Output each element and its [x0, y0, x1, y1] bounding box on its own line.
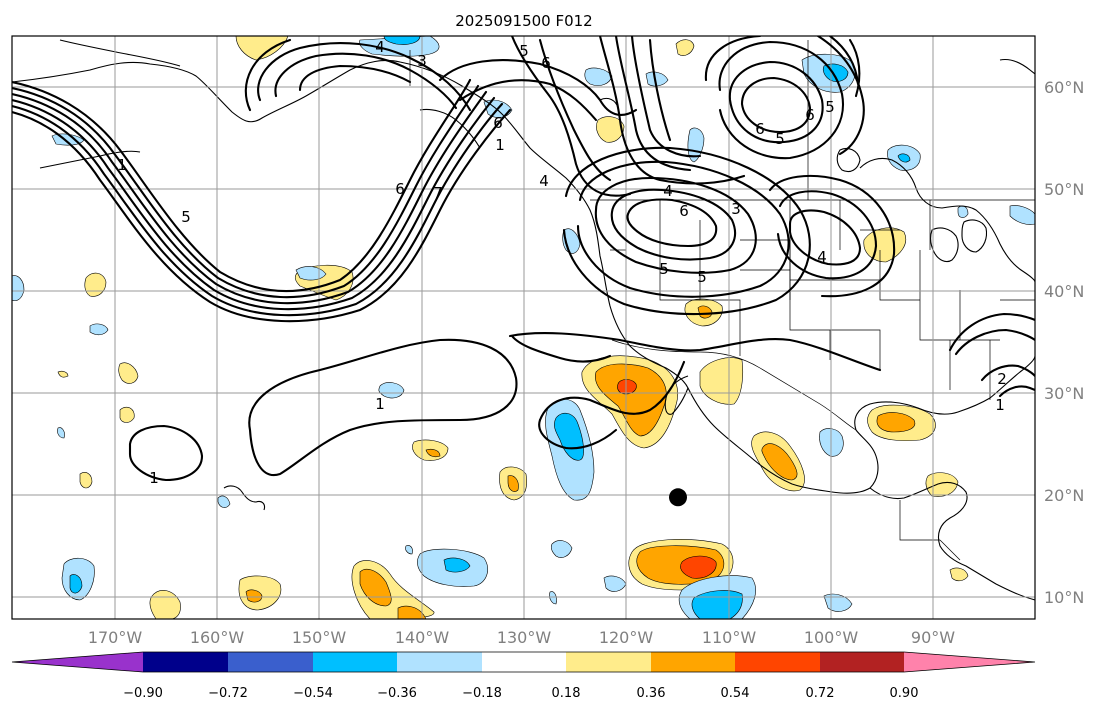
contour-label: 6 [755, 120, 765, 138]
lon-label: 130°W [497, 628, 552, 647]
colorbar: −0.90 −0.72 −0.54 −0.36 −0.18 0.18 0.36 … [11, 651, 1036, 701]
lon-label: 120°W [599, 628, 654, 647]
lat-label: 30°N [1044, 384, 1084, 403]
colorbar-segment [482, 652, 566, 672]
contour-lines [12, 36, 1035, 482]
contour-label: 5 [659, 260, 669, 278]
location-marker [669, 488, 687, 507]
lon-label: 110°W [702, 628, 757, 647]
colorbar-segment [313, 652, 397, 672]
colorbar-segment [228, 652, 313, 672]
graticule [12, 36, 1035, 619]
contour-label: 4 [663, 182, 673, 200]
lat-label: 60°N [1044, 78, 1084, 97]
lon-label: 170°W [88, 628, 143, 647]
contour-label: 6 [805, 106, 815, 124]
map-frame [11, 35, 1036, 620]
lat-label: 10°N [1044, 588, 1084, 607]
lon-label: 90°W [911, 628, 955, 647]
lon-label: 100°W [804, 628, 859, 647]
contour-label: 3 [417, 52, 427, 70]
lat-label: 20°N [1044, 486, 1084, 505]
colorbar-tick-labels: −0.90 −0.72 −0.54 −0.36 −0.18 0.18 0.36 … [123, 686, 918, 701]
colorbar-tick: 0.36 [637, 686, 666, 701]
contour-label: 6 [679, 202, 689, 220]
colorbar-segment [820, 652, 904, 672]
contour-label: 5 [775, 130, 785, 148]
colorbar-tick: −0.18 [462, 686, 502, 701]
colorbar-tick: 0.72 [806, 686, 835, 701]
contour-label: 4 [375, 38, 385, 56]
colorbar-extend-high [904, 652, 1035, 672]
contour-label: 7 [433, 184, 443, 202]
contour-label: 5 [825, 98, 835, 116]
colorbar-tick: 0.54 [721, 686, 750, 701]
coastlines [12, 39, 1035, 601]
contour-label: 6 [395, 180, 405, 198]
contour-label: 1 [495, 136, 505, 154]
colorbar-tick: 0.90 [890, 686, 919, 701]
colorbar-tick: −0.72 [208, 686, 248, 701]
lon-label: 140°W [395, 628, 450, 647]
map-panel: 1 1 1 5 6 7 4 3 6 6 5 4 6 3 5 4 5 6 5 1 … [12, 36, 1035, 619]
contour-label: 6 [541, 54, 551, 72]
contour-label: 1 [995, 396, 1005, 414]
lon-label: 150°W [292, 628, 347, 647]
contour-label: 4 [539, 172, 549, 190]
contour-label: 4 [817, 248, 827, 266]
lon-label: 160°W [190, 628, 245, 647]
colorbar-tick: −0.36 [377, 686, 417, 701]
colorbar-tick: −0.54 [293, 686, 333, 701]
contour-label: 1 [117, 156, 127, 174]
latitude-labels: 60°N 50°N 40°N 30°N 20°N 10°N [1044, 78, 1084, 607]
colorbar-segment [651, 652, 735, 672]
colorbar-segment [566, 652, 651, 672]
longitude-labels: 170°W 160°W 150°W 140°W 130°W 120°W 110°… [88, 628, 955, 647]
colorbar-tick: 0.18 [552, 686, 581, 701]
contour-label: 5 [181, 208, 191, 226]
colorbar-extend-low [12, 652, 143, 672]
contour-label: 3 [731, 200, 741, 218]
contour-labels: 1 1 1 5 6 7 4 3 6 6 5 4 6 3 5 4 5 6 5 1 … [117, 38, 1007, 487]
lat-label: 50°N [1044, 180, 1084, 199]
colorbar-tick: −0.90 [123, 686, 163, 701]
shaded-anomalies [12, 36, 1035, 619]
contour-label: 5 [697, 268, 707, 286]
contour-label: 1 [149, 469, 159, 487]
contour-label: 1 [375, 395, 385, 413]
colorbar-segment [397, 652, 482, 672]
colorbar-segment [143, 652, 228, 672]
contour-label: 6 [493, 114, 503, 132]
colorbar-segment [735, 652, 820, 672]
contour-label: 5 [519, 42, 529, 60]
map-title: 2025091500 F012 [455, 12, 592, 30]
contour-label: 2 [997, 370, 1007, 388]
lat-label: 40°N [1044, 282, 1084, 301]
